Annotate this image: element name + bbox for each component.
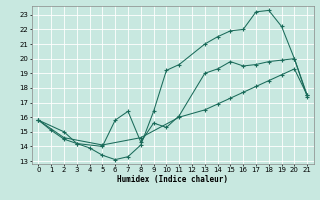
X-axis label: Humidex (Indice chaleur): Humidex (Indice chaleur): [117, 175, 228, 184]
